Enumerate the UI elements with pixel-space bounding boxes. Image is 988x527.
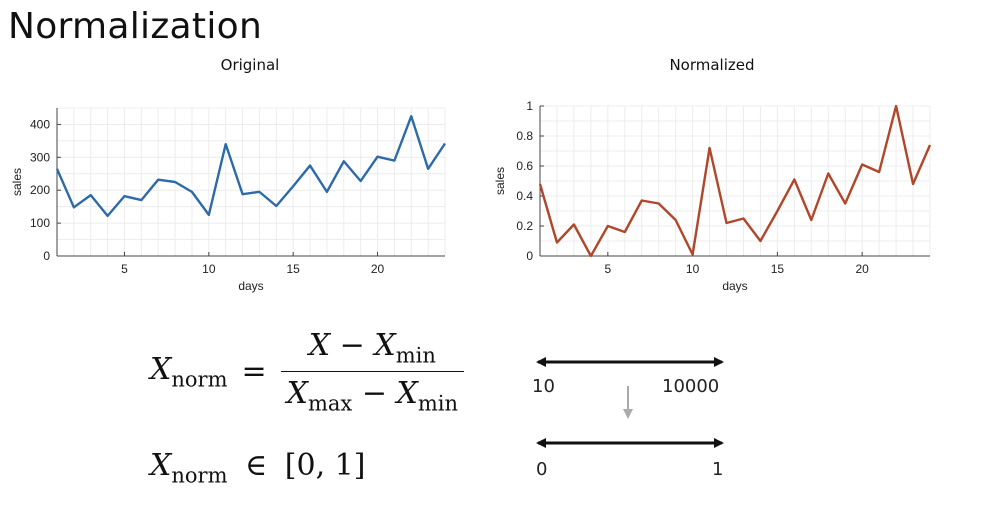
- x-axis-label: days: [722, 279, 747, 293]
- y-tick-label: 100: [30, 216, 50, 230]
- x-axis-label: days: [238, 279, 263, 293]
- x-tick-label: 10: [202, 262, 216, 276]
- y-tick-label: 0.6: [516, 159, 533, 173]
- y-tick-label: 0.2: [516, 219, 533, 233]
- scale-top-right: 10000: [662, 376, 720, 397]
- y-tick-label: 0.8: [516, 129, 533, 143]
- formula-fraction: X − Xmin Xmax − Xmin: [280, 328, 465, 416]
- chart-title-normalized: Normalized: [669, 56, 755, 74]
- formula-equals: =: [241, 354, 267, 390]
- plot-area: [57, 108, 445, 256]
- range-formula: Xnorm ∈ [0, 1]: [150, 448, 366, 488]
- y-tick-label: 400: [30, 117, 50, 131]
- series-line: [55, 115, 446, 218]
- x-tick-label: 10: [686, 262, 700, 276]
- x-tick-label: 15: [286, 262, 300, 276]
- x-tick-label: 20: [371, 262, 385, 276]
- normalization-formula: Xnorm = X − Xmin Xmax − Xmin: [150, 328, 465, 416]
- formula-lhs: Xnorm: [150, 352, 228, 392]
- y-tick-label: 0: [526, 249, 533, 263]
- scale-bottom-right: 1: [712, 459, 724, 480]
- x-tick-label: 15: [771, 262, 785, 276]
- y-tick-label: 1: [526, 99, 533, 113]
- chart-normalized: 5 10 15 20 0 0.2 0.4 0.6 0.8 1 days sales: [493, 99, 932, 293]
- formula-numerator: X − Xmin: [308, 328, 436, 368]
- y-axis-label: sales: [10, 168, 24, 196]
- scale-arrows: [536, 357, 724, 448]
- y-tick-label: 300: [30, 150, 50, 164]
- y-axis-label: sales: [493, 167, 507, 195]
- y-tick-label: 0.4: [516, 189, 533, 203]
- scale-top-left: 10: [532, 376, 555, 397]
- x-tick-label: 20: [855, 262, 869, 276]
- chart-title-original: Original: [220, 56, 280, 74]
- series-line: [538, 104, 932, 258]
- formula-denominator: Xmax − Xmin: [280, 371, 465, 416]
- y-tick-label: 200: [30, 183, 50, 197]
- x-tick-label: 5: [604, 262, 611, 276]
- x-tick-label: 5: [121, 262, 128, 276]
- scale-bottom-left: 0: [536, 459, 548, 480]
- page-title: Normalization: [8, 6, 263, 47]
- y-tick-label: 0: [43, 249, 50, 263]
